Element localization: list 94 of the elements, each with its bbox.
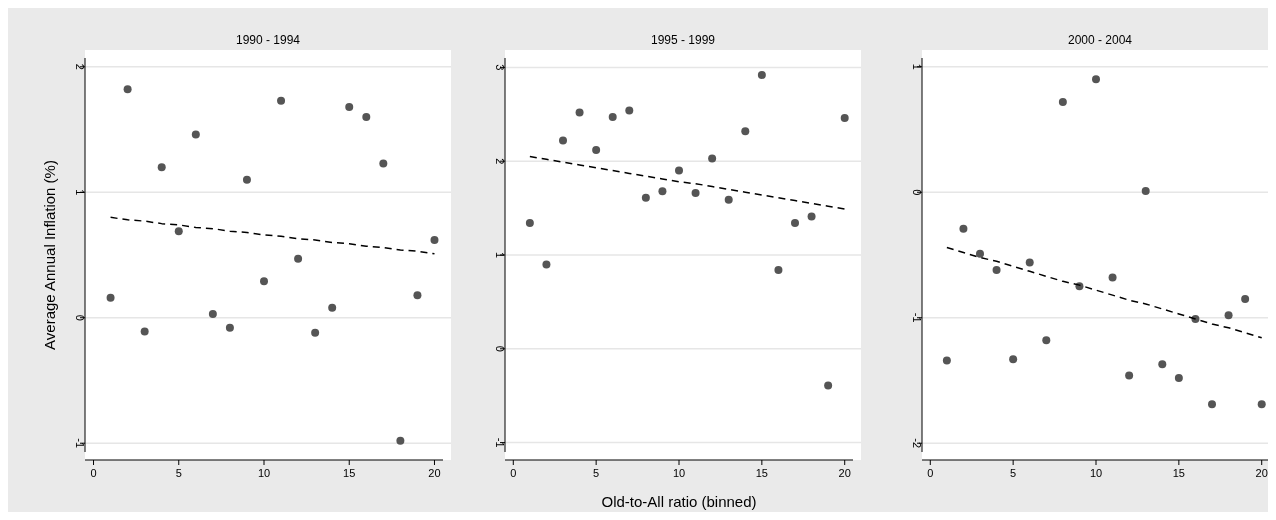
y-tick-label: -2: [911, 438, 923, 449]
point: [157, 163, 166, 172]
y-tick-label: 1: [494, 251, 506, 259]
point: [1058, 97, 1067, 106]
x-axis-title: Old-to-All ratio (binned): [601, 493, 757, 510]
point: [1092, 75, 1100, 84]
point: [1009, 355, 1018, 364]
x-tick-label: 20: [838, 467, 851, 479]
point: [708, 154, 717, 163]
point: [840, 114, 849, 123]
line-series: [529, 155, 846, 210]
point: [294, 254, 303, 263]
chart-title: 1990 - 1994: [235, 33, 301, 47]
x-tick-label: 15: [343, 467, 356, 479]
point: [542, 260, 551, 269]
x-tick-label: 0: [510, 467, 517, 479]
point: [1224, 311, 1233, 320]
point: [1141, 187, 1150, 196]
point: [592, 145, 601, 154]
point: [757, 70, 766, 79]
y-tick-label: 2: [494, 158, 506, 165]
y-axis-title: Average Annual Inflation (%): [41, 160, 58, 350]
chart-title: 1995 - 1999: [650, 33, 716, 47]
y-tick-label: 2: [74, 63, 86, 70]
point: [641, 193, 650, 202]
point: [225, 323, 234, 332]
point: [328, 303, 337, 312]
x-tick-label: 15: [1172, 467, 1185, 479]
x-tick-label: 15: [755, 467, 768, 479]
point: [525, 219, 534, 228]
y-tick-label: -1: [74, 438, 86, 449]
point: [430, 235, 439, 244]
x-tick-label: 0: [90, 467, 97, 479]
point: [1042, 336, 1051, 345]
x-tick-label: 10: [1089, 467, 1103, 479]
point: [277, 96, 286, 105]
point: [362, 112, 371, 121]
point: [942, 356, 951, 365]
point: [1158, 360, 1167, 369]
point: [260, 277, 268, 286]
point: [1241, 294, 1250, 303]
point: [724, 195, 733, 204]
point: [311, 328, 320, 337]
x-tick-label: 5: [593, 467, 600, 479]
point: [379, 159, 388, 168]
point: [992, 266, 1001, 275]
point: [959, 224, 968, 233]
point: [396, 436, 405, 445]
point: [174, 227, 183, 236]
point: [1025, 258, 1034, 267]
point: [1208, 400, 1216, 409]
x-tick-label: 0: [927, 467, 934, 479]
line-series: [109, 216, 436, 255]
point: [208, 309, 217, 318]
point: [140, 327, 149, 336]
point: [691, 189, 700, 198]
y-tick-label: 0: [911, 189, 923, 196]
x-tick-label: 20: [1255, 467, 1268, 479]
point: [741, 127, 750, 136]
line-series: [946, 246, 1263, 339]
y-tick-label: -1: [494, 437, 506, 448]
point: [575, 108, 584, 117]
y-tick-label: 1: [911, 63, 923, 70]
point: [1125, 371, 1134, 380]
point: [1257, 400, 1266, 409]
point: [774, 266, 783, 275]
point: [658, 187, 667, 196]
point: [191, 130, 200, 139]
point: [559, 136, 567, 145]
point: [824, 381, 833, 390]
point: [1108, 273, 1117, 282]
point: [123, 85, 132, 94]
point: [345, 102, 354, 111]
point: [807, 212, 816, 221]
x-tick-label: 5: [1010, 467, 1017, 479]
point: [625, 106, 634, 115]
y-tick-label: 1: [74, 189, 86, 196]
x-tick-label: 10: [672, 467, 686, 479]
y-tick-label: -1: [911, 312, 923, 323]
point: [413, 291, 422, 300]
point: [675, 166, 683, 175]
x-tick-label: 20: [428, 467, 441, 479]
point: [242, 175, 251, 184]
point: [106, 293, 115, 302]
point: [608, 113, 617, 122]
y-tick-label: 0: [74, 314, 86, 321]
y-tick-label: 0: [494, 345, 506, 352]
chart-title: 2000 - 2004: [1067, 33, 1133, 47]
x-tick-label: 5: [175, 467, 182, 479]
point: [1174, 373, 1183, 382]
x-tick-label: 10: [257, 467, 271, 479]
y-tick-label: 3: [494, 64, 506, 71]
point: [791, 219, 799, 228]
point: [976, 249, 984, 258]
